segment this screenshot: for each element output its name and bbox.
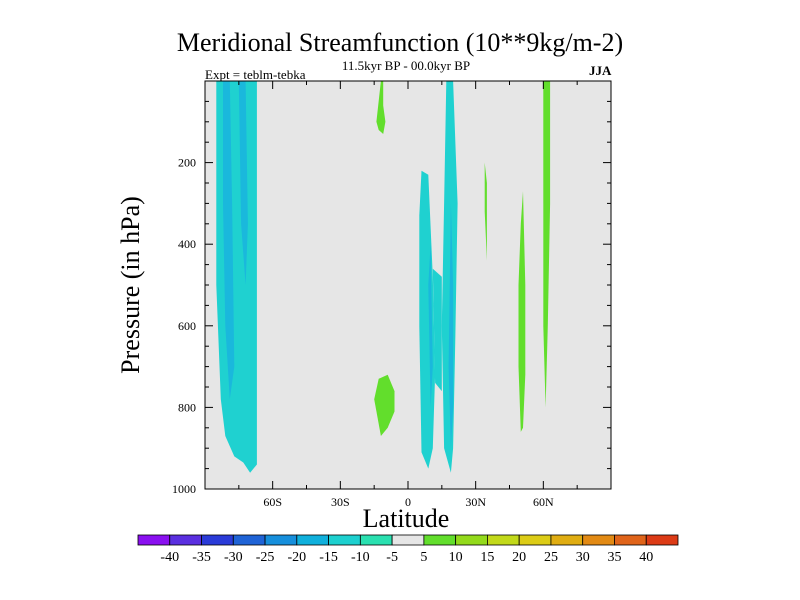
x-tick-label: 60S: [263, 495, 282, 509]
experiment-label: Expt = teblm-tebka: [205, 67, 306, 82]
colorbar-label: 5: [420, 550, 427, 565]
x-tick-label: 30N: [465, 495, 486, 509]
colorbar-swatch: [550, 534, 584, 546]
region-15n-core: [448, 203, 454, 449]
region-10n-bridge: [432, 268, 442, 392]
y-tick-label: 1000: [172, 482, 196, 496]
plot-frame: [204, 80, 612, 490]
colorbar-swatch: [201, 534, 234, 546]
contour-regions: [216, 81, 551, 473]
colorbar-label: 15: [480, 550, 494, 565]
x-tick-label: 30S: [331, 495, 350, 509]
colorbar-label: 40: [639, 550, 653, 565]
colorbar-swatch: [391, 534, 425, 546]
colorbar-label: -5: [386, 550, 398, 565]
colorbar-swatch: [645, 534, 679, 546]
region-15n-band: [441, 81, 458, 473]
colorbar-label: -30: [224, 550, 243, 565]
y-tick-label: 800: [178, 400, 196, 414]
colorbar-label: 20: [512, 550, 526, 565]
region-10s-south-patch: [374, 374, 395, 436]
colorbar: -40 -35 -30 -25 -20 -15 -10 -5 5 10 15 20 25 30 35 40: [137, 534, 679, 565]
colorbar-swatch: [169, 534, 202, 546]
colorbar-label: -35: [192, 550, 211, 565]
colorbar-label: -40: [160, 550, 179, 565]
region-60n-band: [543, 81, 551, 408]
colorbar-swatch: [423, 534, 457, 546]
region-70s-core: [238, 81, 248, 285]
y-tick-label: 600: [178, 319, 196, 333]
season-label: JJA: [589, 63, 612, 78]
colorbar-swatch: [614, 534, 647, 546]
colorbar-swatch: [487, 534, 520, 546]
x-axis-label: Latitude: [362, 504, 450, 533]
colorbar-swatch: [518, 534, 552, 546]
colorbar-swatch: [137, 534, 171, 546]
colorbar-swatch: [582, 534, 615, 546]
colorbar-label: -15: [319, 550, 338, 565]
x-tick-label: 0: [405, 495, 411, 509]
colorbar-label: 30: [576, 550, 590, 565]
y-tick-label: 400: [178, 237, 196, 251]
region-eq-core: [428, 244, 433, 408]
colorbar-label: 10: [449, 550, 463, 565]
colorbar-swatch: [328, 534, 361, 546]
region-10s-north-patch: [376, 81, 386, 134]
colorbar-swatch: [232, 534, 266, 546]
colorbar-label: -10: [351, 550, 370, 565]
y-tick-label: 200: [178, 156, 196, 170]
colorbar-label: -20: [287, 550, 306, 565]
colorbar-swatch: [455, 534, 488, 546]
colorbar-label: 25: [544, 550, 558, 565]
region-75s-core: [223, 81, 235, 400]
x-tick-label: 60N: [533, 495, 554, 509]
axis-ticks: 60S 30S 0 30N 60N 200 400 600 800 1000: [172, 81, 611, 509]
colorbar-swatch: [264, 534, 298, 546]
chart-subtitle: 11.5kyr BP - 00.0kyr BP: [341, 58, 471, 73]
colorbar-swatch: [359, 534, 393, 546]
colorbar-swatch: [296, 534, 329, 546]
colorbar-label: 35: [607, 550, 621, 565]
chart-title: Meridional Streamfunction (10**9kg/m-2): [176, 28, 624, 57]
colorbar-label: -25: [256, 550, 275, 565]
region-35n-band: [484, 162, 487, 261]
region-50n-band: [518, 191, 526, 432]
